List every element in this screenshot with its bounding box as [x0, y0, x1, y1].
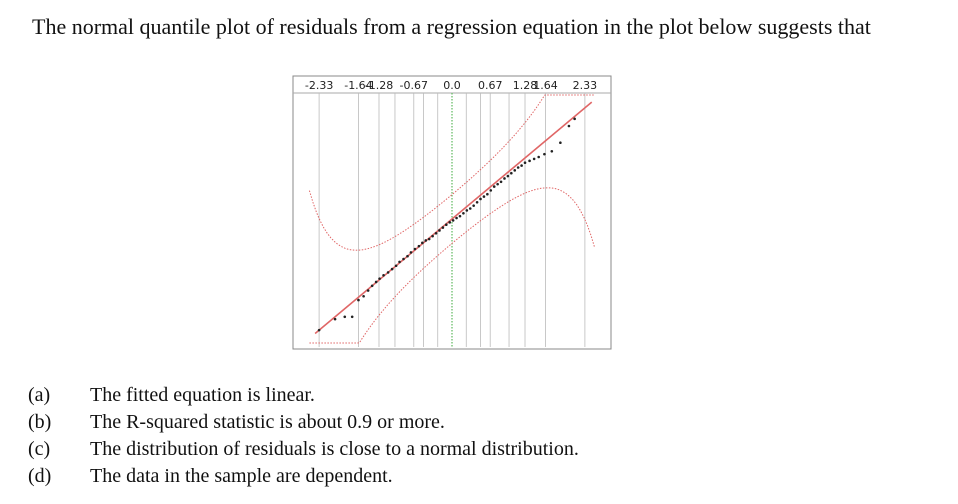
data-point — [468, 207, 472, 210]
data-point — [343, 315, 347, 319]
data-point — [357, 298, 360, 302]
confidence-band-lower — [309, 187, 596, 344]
data-point — [475, 201, 479, 204]
data-point — [366, 289, 370, 292]
data-point — [543, 152, 546, 156]
top-tick-label: 2.33 — [573, 79, 598, 92]
top-tick-label: 0.67 — [478, 79, 503, 92]
plot-frame — [292, 75, 612, 350]
data-point — [424, 239, 428, 242]
data-point — [513, 169, 517, 172]
data-point — [402, 257, 405, 261]
top-tick-label: -1.64 — [344, 79, 372, 92]
data-point — [510, 171, 513, 175]
data-point — [434, 232, 438, 235]
data-point — [333, 317, 337, 321]
data-point — [486, 192, 489, 196]
normal-quantile-plot: -2.33 -1.64 -1.28 -0.67 0.0 0.67 1.28 1.64 2.33 — [292, 75, 612, 355]
data-point — [537, 155, 540, 159]
top-tick-label: 0.0 — [443, 79, 461, 92]
top-tick-label: -0.67 — [400, 79, 428, 92]
option-a-text: The fitted equation is linear. — [90, 384, 315, 406]
data-point — [455, 216, 458, 220]
quantile-plot-svg: -2.33 -1.64-1.28 -0.67 0.0 0.67 1.281.64 2.33 — [292, 75, 612, 350]
data-point — [317, 328, 321, 332]
top-tick-label: -1.28 — [365, 79, 393, 92]
fit-line-layer — [314, 101, 593, 335]
data-point — [573, 117, 576, 121]
option-c: (c) The distribution of residuals is clos… — [28, 438, 579, 461]
option-a-label: (a) — [28, 384, 51, 406]
option-d: (d) The data in the sample are dependent. — [28, 465, 393, 488]
data-point — [448, 221, 452, 224]
option-a: (a) The fitted equation is linear. — [28, 384, 315, 407]
data-point — [506, 174, 510, 178]
data-point — [532, 157, 536, 161]
data-point — [550, 149, 554, 153]
confidence-band-upper — [308, 94, 595, 251]
data-point — [427, 237, 431, 241]
data-point — [438, 229, 441, 232]
data-point — [382, 273, 385, 277]
top-tick-label: 1.64 — [533, 79, 558, 92]
top-tick-labels: -2.33 -1.64-1.28 -0.67 0.0 0.67 1.281.64 2.33 — [305, 79, 597, 92]
data-point — [441, 226, 445, 229]
data-point — [520, 164, 523, 167]
data-point — [523, 161, 527, 165]
data-point — [386, 271, 390, 274]
data-point — [444, 223, 448, 227]
data-point — [421, 241, 424, 245]
fit-line — [314, 101, 593, 335]
data-point — [465, 209, 469, 212]
data-point — [499, 180, 503, 184]
option-b-text: The R-squared statistic is about 0.9 or … — [90, 411, 445, 433]
data-point — [378, 277, 381, 280]
data-point — [472, 204, 475, 207]
data-point — [394, 264, 398, 268]
data-point — [413, 247, 417, 251]
data-point — [431, 234, 434, 238]
data-point — [462, 211, 465, 215]
option-b-label: (b) — [28, 411, 52, 433]
data-point — [374, 280, 378, 284]
data-point — [451, 219, 455, 222]
grid-layer — [318, 93, 586, 347]
data-point — [390, 267, 394, 271]
option-d-text: The data in the sample are dependent. — [90, 465, 393, 487]
option-c-text: The distribution of residuals is close t… — [90, 438, 579, 460]
data-point — [528, 159, 531, 163]
data-point — [567, 124, 571, 128]
data-point — [409, 251, 413, 254]
data-point — [559, 141, 562, 144]
data-point — [516, 166, 520, 169]
option-c-label: (c) — [28, 438, 51, 460]
data-point — [350, 315, 354, 319]
data-point — [362, 294, 365, 298]
data-point — [458, 214, 462, 218]
data-point — [479, 197, 482, 201]
data-point — [482, 195, 486, 198]
option-d-label: (d) — [28, 465, 52, 487]
data-point — [398, 260, 401, 264]
top-tick-label: -2.33 — [305, 79, 333, 92]
data-point — [492, 185, 496, 188]
option-b: (b) The R-squared statistic is about 0.9 … — [28, 411, 445, 434]
data-point — [503, 177, 506, 180]
points-layer — [317, 117, 576, 332]
confidence-band — [308, 94, 596, 344]
data-point — [417, 244, 421, 248]
data-point — [406, 254, 409, 258]
data-point — [489, 189, 493, 192]
data-point — [496, 182, 499, 186]
data-point — [370, 284, 374, 288]
question-text: The normal quantile plot of residuals fr… — [32, 14, 871, 39]
top-tick-label: 1.28 — [513, 79, 538, 92]
